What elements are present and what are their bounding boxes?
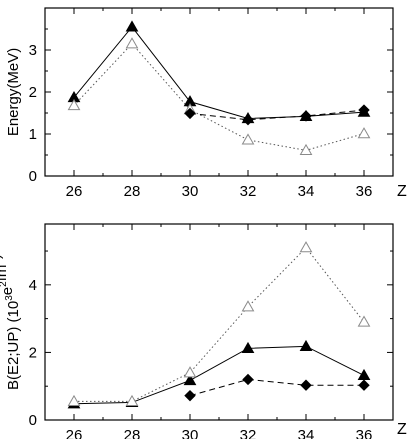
y-tick-label: 2 <box>29 344 37 361</box>
series-line-filled-diamond <box>189 109 365 121</box>
data-point-filled-diamond <box>184 389 196 402</box>
x-axis-label: Z <box>397 183 407 200</box>
data-point-open-triangle <box>357 127 371 139</box>
data-point-filled-triangle <box>241 341 255 353</box>
x-tick-label: 36 <box>356 183 373 200</box>
y-tick-label: 2 <box>29 84 37 101</box>
y-tick-label: 0 <box>29 168 37 185</box>
data-point-filled-triangle <box>125 20 139 32</box>
data-point-open-triangle <box>241 133 255 145</box>
x-tick-label: 30 <box>182 183 199 200</box>
series-line-open-triangle <box>73 42 365 151</box>
x-axis-label: Z <box>397 421 407 438</box>
data-point-open-triangle <box>67 394 81 407</box>
x-tick-label: 32 <box>240 427 257 439</box>
x-tick-label: 28 <box>124 183 141 200</box>
y-tick-label: 1 <box>29 126 37 143</box>
series-line-filled-triangle <box>73 26 365 119</box>
data-point-filled-diamond <box>358 379 370 391</box>
data-point-filled-diamond <box>242 114 254 126</box>
data-point-filled-triangle <box>299 339 313 351</box>
data-point-filled-diamond <box>184 107 196 120</box>
data-point-open-triangle <box>125 37 139 49</box>
be2-panel: 26 28 30 32 34 36 0 2 4 Z B(E2;UP) (103e2fm4) <box>0 223 407 439</box>
x-tick-label: 32 <box>240 183 257 200</box>
plot-frame <box>44 223 394 421</box>
y-tick-label: 3 <box>29 42 37 59</box>
data-point-open-triangle <box>357 315 371 327</box>
data-point-open-triangle <box>299 143 313 156</box>
data-point-open-triangle <box>67 98 81 111</box>
data-point-filled-diamond <box>358 104 370 116</box>
plot-frame <box>44 7 394 177</box>
data-point-filled-triangle <box>357 368 371 381</box>
series-line-open-triangle <box>74 246 365 402</box>
data-point-filled-triangle <box>183 373 197 386</box>
data-point-open-triangle <box>241 300 255 312</box>
data-point-open-triangle <box>183 366 197 378</box>
y-tick-label: 0 <box>29 412 37 429</box>
y-axis-label: Energy(MeV) <box>5 48 22 136</box>
data-point-filled-diamond <box>242 373 254 386</box>
series-line-filled-triangle <box>73 345 365 405</box>
x-tick-label: 26 <box>66 427 83 439</box>
x-tick-label: 30 <box>182 427 199 439</box>
series-line-filled-diamond <box>189 378 364 397</box>
data-point-open-triangle <box>299 241 313 253</box>
x-tick-label: 34 <box>298 427 315 439</box>
data-point-open-triangle <box>125 394 139 407</box>
data-point-filled-diamond <box>300 110 312 122</box>
x-tick-label: 36 <box>356 427 373 439</box>
y-axis-label: B(E2;UP) (103e2fm4) <box>0 254 22 390</box>
x-tick-label: 34 <box>298 183 315 200</box>
data-point-filled-diamond <box>300 379 312 391</box>
x-tick-label: 28 <box>124 427 141 439</box>
x-tick-label: 26 <box>66 183 83 200</box>
y-tick-label: 4 <box>29 277 37 294</box>
energy-panel: 26 28 30 32 34 36 0 1 2 3 Z Energy(MeV) <box>5 7 407 200</box>
